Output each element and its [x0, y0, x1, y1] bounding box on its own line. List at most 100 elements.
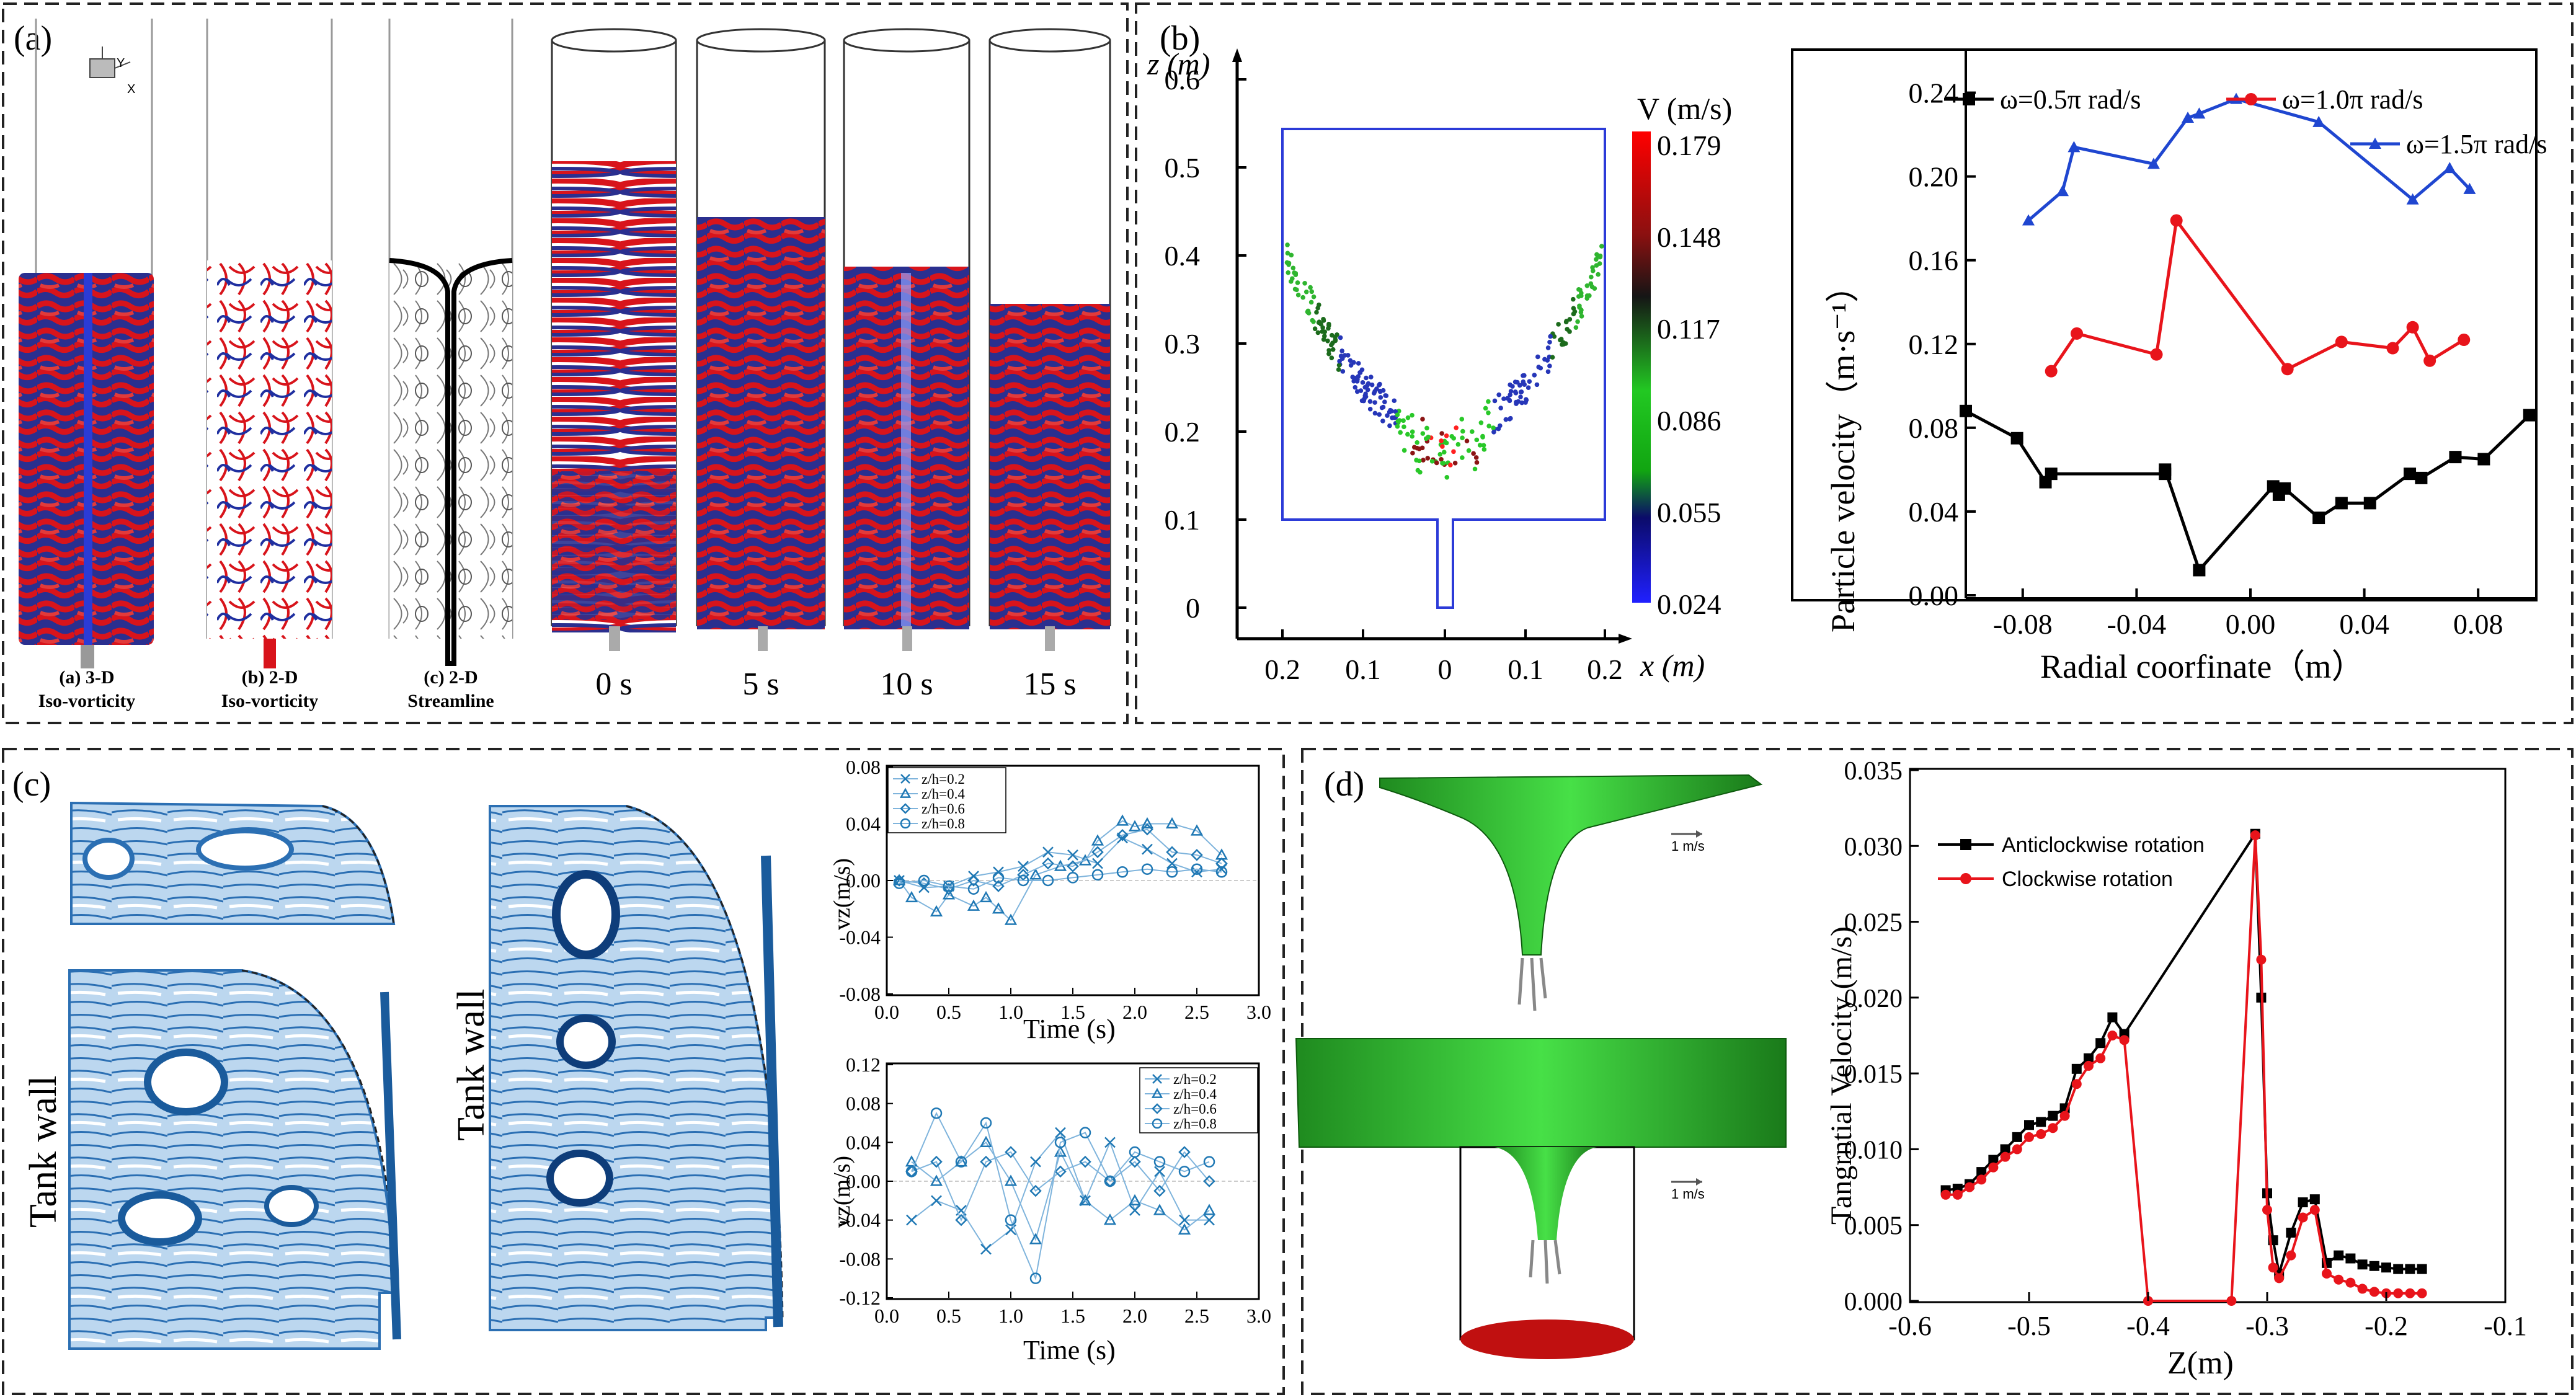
particle	[1401, 418, 1406, 424]
d-right-data-point	[1965, 1182, 1974, 1192]
particle	[1358, 388, 1364, 393]
cb2-x-tick-label: 2.5	[1184, 1305, 1209, 1327]
d-right-data-point	[2417, 1288, 2427, 1298]
particle	[1357, 370, 1362, 375]
ct-x-tick-label: 0.0	[874, 1001, 899, 1023]
particle	[1383, 393, 1389, 398]
particle	[1410, 450, 1415, 456]
d-right-data-point	[2345, 1277, 2356, 1288]
cb2-y-tick-label: -0.04	[839, 1209, 881, 1231]
cb2-data-point	[1153, 1204, 1166, 1215]
particle	[1439, 438, 1444, 443]
particle	[1414, 458, 1419, 463]
c-top-legend: z/h=0.2z/h=0.4z/h=0.6z/h=0.8	[887, 767, 1006, 833]
particle	[1449, 433, 1454, 439]
particle	[1329, 332, 1335, 338]
b-left-x-tick-label: 0.1	[1345, 654, 1381, 685]
legend-label: z/h=0.4	[922, 786, 965, 802]
ct-data-point	[1017, 874, 1029, 887]
d-right-data-point	[2071, 1079, 2082, 1089]
particle	[1429, 459, 1435, 464]
b-right-data-point	[2193, 564, 2206, 577]
ct-data-point	[1042, 846, 1054, 858]
particle	[1460, 428, 1465, 434]
particle	[1526, 385, 1531, 391]
ct-data-point	[1092, 858, 1103, 869]
cb2-data-point	[1079, 1155, 1091, 1168]
d-right-data-point	[2048, 1111, 2058, 1121]
b-right-data-point	[2523, 409, 2536, 422]
b-right-data-point	[2335, 335, 2348, 348]
d-right-y-tick-label: 0.010	[1844, 1136, 1903, 1164]
particle	[1326, 351, 1331, 357]
d-right-data-point	[2357, 1259, 2368, 1270]
cb2-data-point	[1055, 1127, 1066, 1138]
d-right-data-point	[1976, 1174, 1987, 1185]
particle	[1439, 457, 1444, 462]
column-2d-streamline	[388, 19, 513, 666]
colorbar-tick-label: 0.117	[1657, 313, 1720, 345]
particle	[1451, 449, 1456, 455]
panel-b: (b) 0 0.1 0.2 0.3 0.4 0.5 0.6 0.2 0.1 0 0.1 0.2 z …	[1147, 19, 2547, 685]
d-right-data-point	[2393, 1264, 2404, 1274]
particle	[1330, 347, 1336, 352]
particle	[1336, 367, 1341, 372]
b-right-data-point	[2477, 453, 2490, 466]
particle	[1501, 396, 1506, 401]
ct-data-point	[992, 902, 1005, 914]
d-right-x-label: Z(m)	[2167, 1346, 2234, 1381]
legend-label: z/h=0.6	[922, 801, 965, 817]
cb2-data-point	[1103, 1213, 1117, 1225]
particle	[1545, 358, 1550, 363]
b-right-data-point	[2406, 193, 2419, 205]
particle	[1547, 339, 1552, 345]
ct-data-point	[893, 877, 905, 889]
cb2-data-point	[955, 1213, 967, 1226]
particle	[1547, 363, 1552, 369]
particle	[1508, 389, 1514, 394]
particle	[1579, 293, 1584, 298]
particle	[1333, 338, 1338, 344]
particle	[1387, 423, 1392, 428]
ct-x-tick-label: 3.0	[1246, 1001, 1271, 1023]
ct-y-tick-label: 0.08	[846, 756, 881, 778]
c-top-y-label: vz(m/s)	[829, 858, 855, 930]
cb2-x-tick-label: 1.0	[998, 1305, 1023, 1327]
particle	[1304, 289, 1309, 295]
particle	[1335, 332, 1339, 337]
particle	[1290, 265, 1296, 271]
particle	[1527, 379, 1532, 384]
cb2-data-point	[930, 1107, 943, 1119]
b-right-x-tick-label: -0.04	[2107, 608, 2166, 640]
particle	[1392, 398, 1397, 404]
legend-marker	[899, 787, 912, 798]
ct-data-point	[943, 880, 955, 892]
time-column-5s	[696, 28, 826, 651]
d-right-y-tick-label: 0.005	[1844, 1212, 1903, 1241]
particle	[1369, 375, 1374, 379]
particle	[1498, 423, 1503, 428]
particle	[1382, 399, 1387, 404]
particle	[1360, 380, 1366, 385]
particle	[1508, 392, 1512, 397]
colorbar-tick-label: 0.179	[1657, 130, 1721, 161]
particle	[1321, 337, 1326, 342]
particle	[1410, 429, 1415, 435]
cb2-data-point	[1178, 1166, 1191, 1177]
panel-c-border	[2, 748, 1285, 1395]
particle	[1592, 286, 1597, 291]
cb2-x-tick-label: 0.5	[936, 1305, 961, 1327]
particle	[1309, 289, 1315, 295]
b-right-data-point	[2406, 321, 2419, 334]
ct-data-point	[1067, 860, 1079, 872]
ct-data-point	[1029, 868, 1042, 880]
particle	[1518, 389, 1524, 395]
b-right-data-point	[2067, 141, 2081, 153]
time-label-0s: 0 s	[595, 667, 632, 702]
particle	[1538, 365, 1543, 371]
b-right-data-point	[2281, 363, 2294, 376]
particle	[1507, 398, 1512, 404]
d-right-data-point	[2084, 1053, 2094, 1063]
cb2-data-point	[1203, 1156, 1215, 1168]
